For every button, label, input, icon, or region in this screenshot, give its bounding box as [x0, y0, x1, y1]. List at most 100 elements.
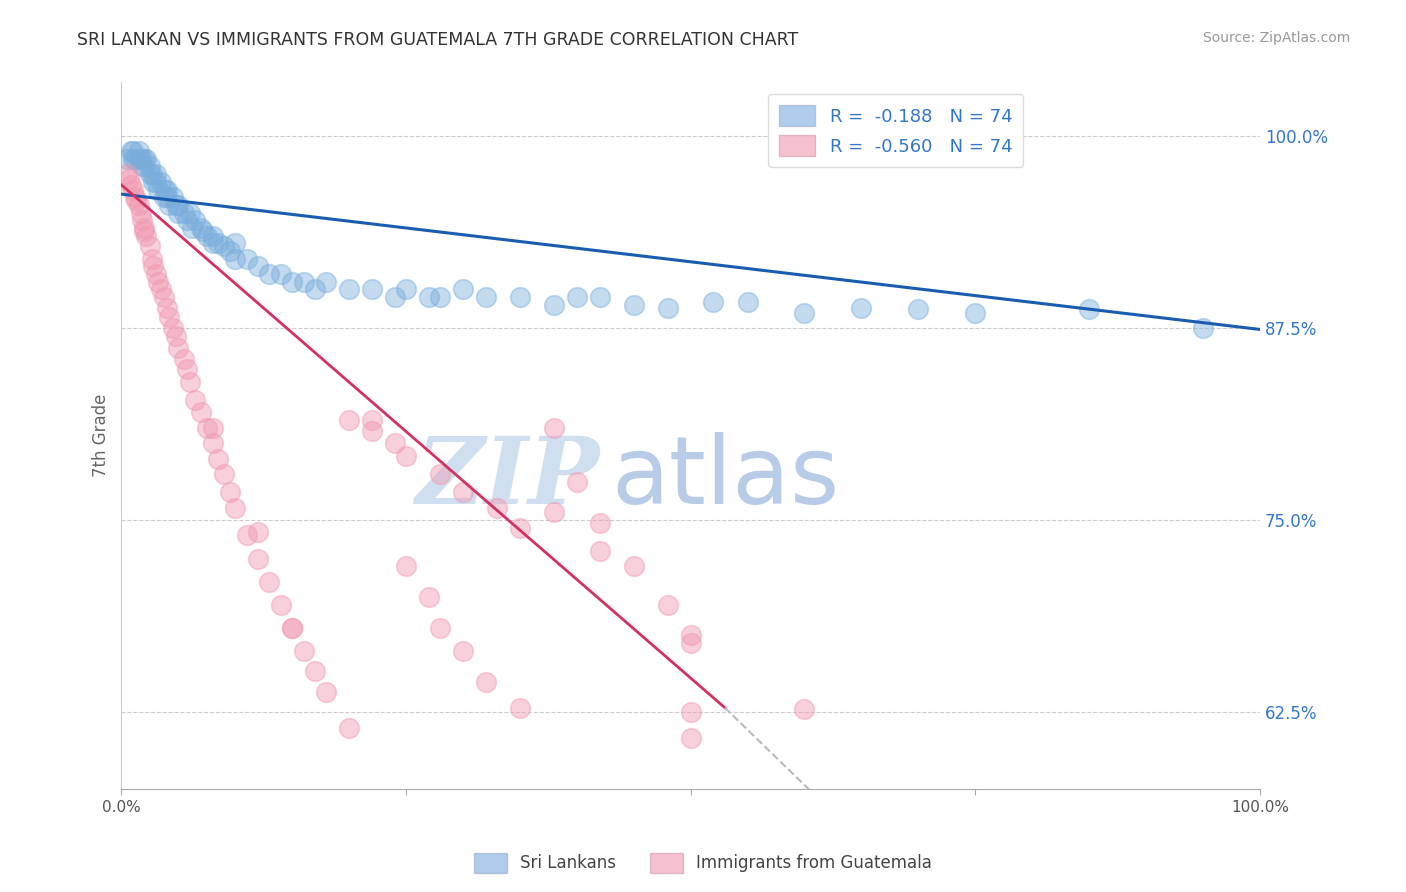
Point: [965, 305, 987, 319]
Point: [118, 171, 141, 186]
Point: [150, 175, 173, 189]
Point: [120, 178, 142, 192]
Point: [361, 413, 384, 427]
Point: [134, 221, 156, 235]
Point: [167, 198, 190, 212]
Point: [509, 521, 531, 535]
Point: [224, 500, 246, 515]
Point: [679, 628, 702, 642]
Point: [657, 598, 679, 612]
Point: [129, 152, 152, 166]
Point: [247, 260, 270, 274]
Point: [142, 175, 165, 189]
Point: [474, 290, 496, 304]
Point: [281, 621, 304, 635]
Point: [142, 260, 165, 274]
Point: [304, 664, 326, 678]
Point: [165, 198, 187, 212]
Point: [150, 283, 173, 297]
Point: [201, 236, 224, 251]
Point: [218, 244, 240, 258]
Point: [679, 731, 702, 746]
Point: [623, 298, 645, 312]
Point: [145, 167, 167, 181]
Point: [315, 685, 337, 699]
Point: [270, 598, 292, 612]
Point: [384, 290, 406, 304]
Point: [565, 290, 588, 304]
Point: [793, 305, 815, 319]
Point: [337, 721, 360, 735]
Point: [156, 182, 179, 196]
Point: [115, 152, 138, 166]
Point: [176, 213, 198, 227]
Point: [337, 413, 360, 427]
Point: [565, 475, 588, 489]
Point: [190, 221, 212, 235]
Point: [588, 544, 610, 558]
Point: [129, 205, 152, 219]
Text: Source: ZipAtlas.com: Source: ZipAtlas.com: [1202, 31, 1350, 45]
Point: [793, 702, 815, 716]
Point: [486, 500, 509, 515]
Point: [162, 190, 184, 204]
Point: [623, 559, 645, 574]
Point: [304, 283, 326, 297]
Point: [184, 393, 207, 408]
Point: [135, 228, 157, 243]
Point: [418, 290, 440, 304]
Point: [429, 467, 451, 481]
Point: [395, 559, 418, 574]
Point: [141, 167, 163, 181]
Legend: Sri Lankans, Immigrants from Guatemala: Sri Lankans, Immigrants from Guatemala: [467, 847, 939, 880]
Point: [588, 516, 610, 531]
Point: [281, 621, 304, 635]
Point: [451, 644, 474, 658]
Point: [292, 275, 315, 289]
Point: [157, 198, 180, 212]
Point: [121, 152, 143, 166]
Point: [395, 283, 418, 297]
Point: [292, 644, 315, 658]
Point: [167, 341, 190, 355]
Point: [543, 505, 565, 519]
Point: [247, 525, 270, 540]
Point: [451, 485, 474, 500]
Point: [128, 144, 150, 158]
Point: [737, 294, 759, 309]
Point: [235, 252, 257, 266]
Point: [588, 290, 610, 304]
Point: [176, 362, 198, 376]
Point: [134, 152, 156, 166]
Point: [451, 283, 474, 297]
Point: [474, 674, 496, 689]
Point: [165, 328, 187, 343]
Point: [657, 301, 679, 315]
Point: [139, 160, 162, 174]
Point: [145, 267, 167, 281]
Point: [679, 706, 702, 720]
Point: [851, 301, 873, 315]
Point: [128, 198, 150, 212]
Point: [259, 267, 281, 281]
Point: [235, 528, 257, 542]
Point: [124, 152, 146, 166]
Point: [509, 290, 531, 304]
Point: [179, 375, 201, 389]
Point: [201, 228, 224, 243]
Point: [418, 590, 440, 604]
Point: [157, 310, 180, 325]
Point: [181, 221, 204, 235]
Text: ZIP: ZIP: [415, 433, 599, 523]
Point: [141, 252, 163, 266]
Point: [153, 182, 176, 196]
Point: [1192, 321, 1215, 335]
Point: [259, 574, 281, 589]
Point: [139, 167, 162, 181]
Point: [173, 205, 195, 219]
Point: [167, 205, 190, 219]
Point: [207, 236, 229, 251]
Point: [384, 436, 406, 450]
Point: [128, 152, 150, 166]
Point: [156, 190, 179, 204]
